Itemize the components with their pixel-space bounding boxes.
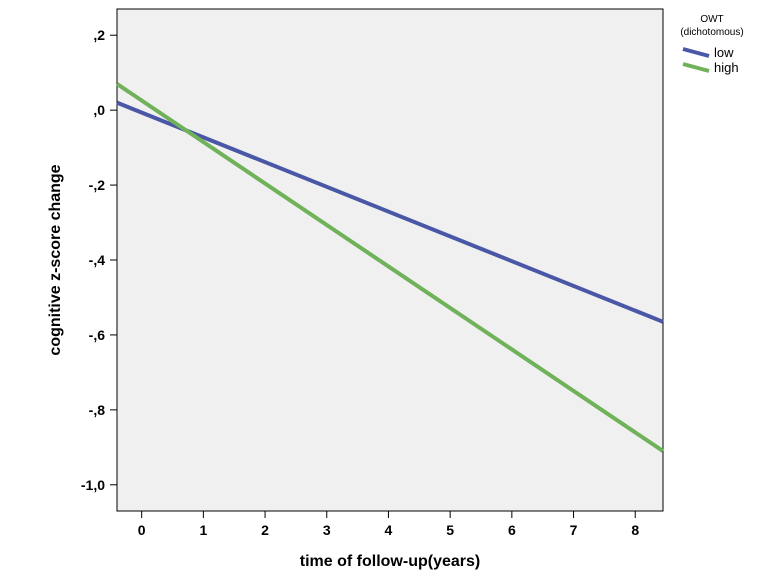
legend-title-line-1: OWT — [700, 14, 723, 25]
series-line-low — [116, 100, 664, 324]
y-axis-title: cognitive z-score change — [47, 164, 64, 355]
y-axis: ,2 ,0 -,2 -,4 -,6 -,8 -1,0 — [81, 27, 117, 493]
x-tick-label: 1 — [199, 522, 207, 538]
series-line-high — [115, 82, 665, 453]
x-tick-label: 7 — [570, 522, 578, 538]
plot-area — [116, 8, 664, 512]
series-lines — [115, 82, 665, 453]
legend-title-line-2: (dichotomous) — [680, 27, 743, 38]
legend-label-high: high — [714, 60, 739, 75]
y-tick-label: -,4 — [89, 252, 106, 268]
legend-label-low: low — [714, 45, 734, 60]
x-tick-label: 2 — [261, 522, 269, 538]
x-axis-title: time of follow-up(years) — [300, 553, 480, 570]
y-tick-label: -,6 — [89, 327, 106, 343]
x-tick-label: 6 — [508, 522, 516, 538]
y-tick-label: -,2 — [89, 177, 106, 193]
x-tick-label: 5 — [446, 522, 454, 538]
x-tick-label: 0 — [138, 522, 146, 538]
y-tick-label: -1,0 — [81, 477, 105, 493]
x-tick-label: 4 — [385, 522, 393, 538]
x-tick-label: 8 — [631, 522, 639, 538]
x-tick-label: 3 — [323, 522, 331, 538]
legend-swatch-high — [682, 62, 710, 73]
x-axis: 0 1 2 3 4 5 6 7 8 — [138, 511, 639, 538]
y-tick-label: ,0 — [93, 102, 105, 118]
y-tick-label: -,8 — [89, 402, 106, 418]
legend-swatch-low — [682, 47, 710, 58]
y-tick-label: ,2 — [93, 27, 105, 43]
